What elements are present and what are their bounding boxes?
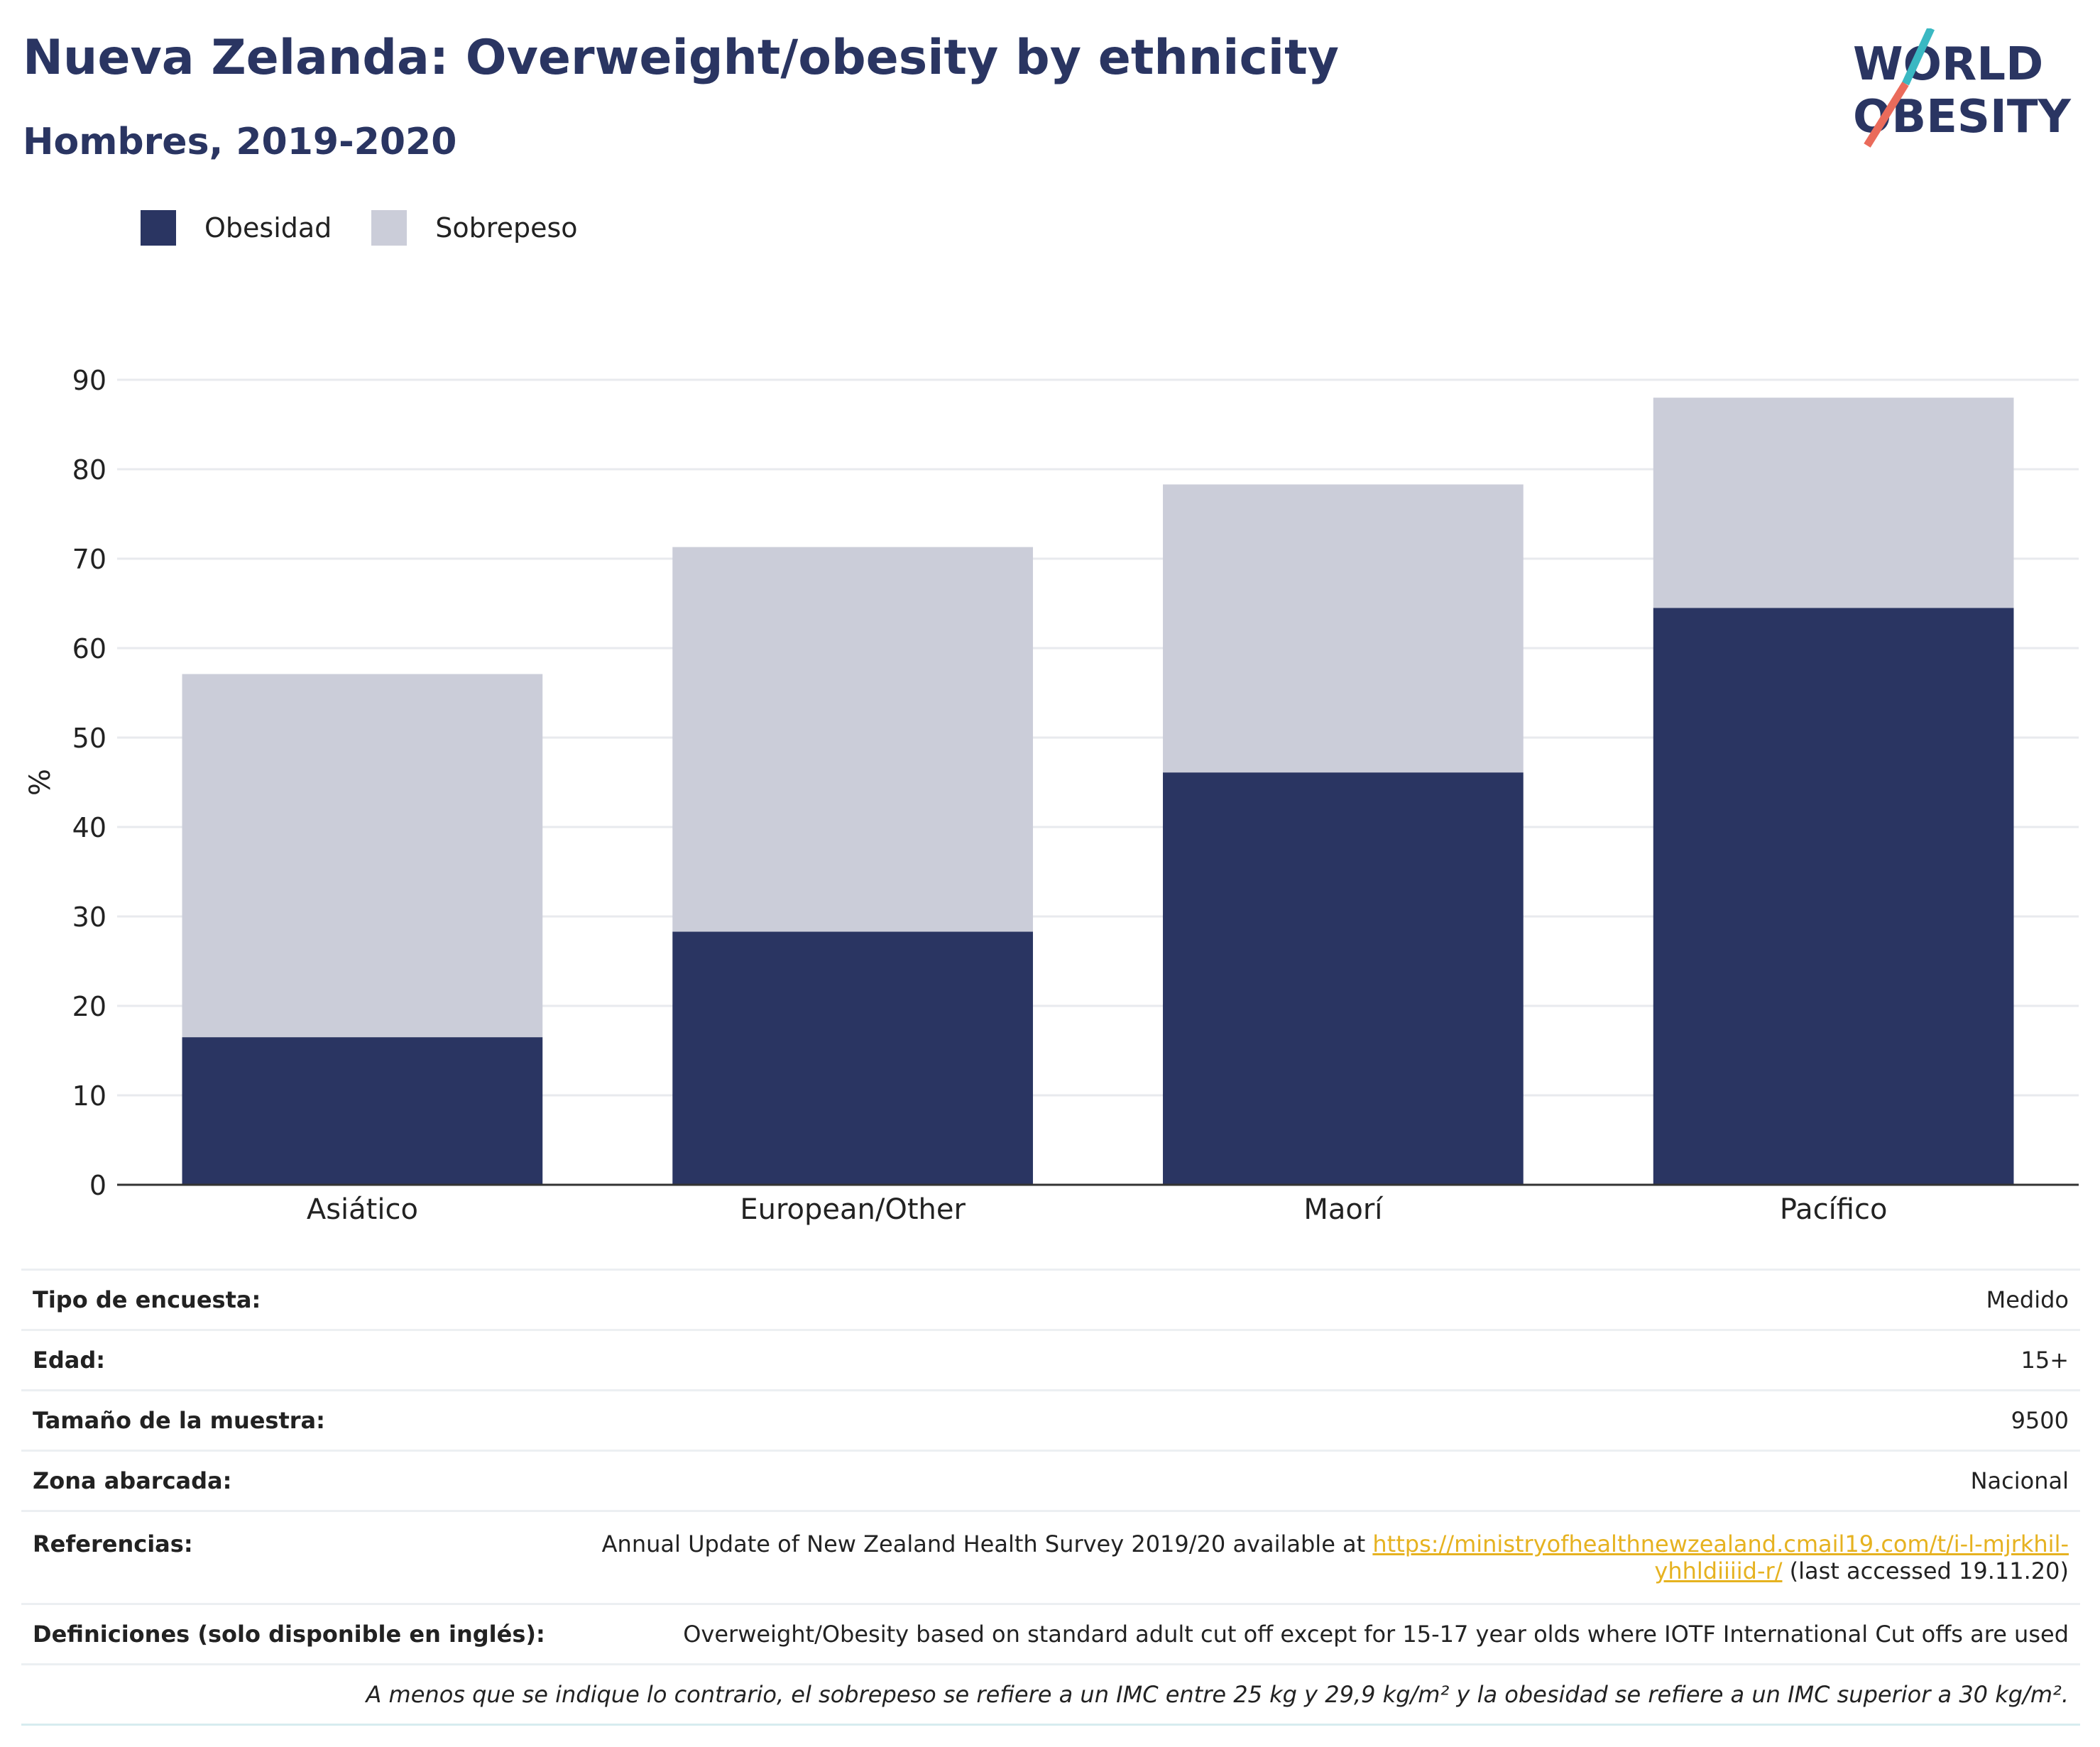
info-row-area: Zona abarcada: Nacional xyxy=(21,1450,2080,1510)
references-text: Annual Update of New Zealand Health Surv… xyxy=(601,1530,1373,1557)
info-value: 15+ xyxy=(2020,1347,2069,1374)
logo-text-world: WORLD xyxy=(1853,38,2043,91)
legend-label-obesidad: Obesidad xyxy=(204,212,332,243)
y-tick-label: 50 xyxy=(72,723,106,754)
bar-obesidad-1 xyxy=(182,1037,543,1185)
x-tick-label: Asiático xyxy=(307,1193,418,1226)
references-accessed: (last accessed 19.11.20) xyxy=(1782,1557,2069,1584)
info-key: Referencias: xyxy=(33,1530,193,1557)
y-tick-label: 20 xyxy=(72,991,106,1022)
info-key: Tipo de encuesta: xyxy=(33,1286,261,1313)
info-key: Definiciones (solo disponible en inglés)… xyxy=(33,1621,545,1648)
info-row-age: Edad: 15+ xyxy=(21,1329,2080,1389)
bar-obesidad-4 xyxy=(1653,608,2014,1185)
x-tick-label: Maorí xyxy=(1303,1193,1384,1226)
references-link-cont[interactable]: yhhldiiiid-r/ xyxy=(1654,1557,1783,1584)
info-value: Overweight/Obesity based on standard adu… xyxy=(683,1621,2069,1648)
info-value: Medido xyxy=(1986,1286,2069,1313)
bmi-note: A menos que se indique lo contrario, el … xyxy=(21,1663,2080,1726)
y-tick-label: 30 xyxy=(72,902,106,933)
y-tick-label: 90 xyxy=(72,365,106,396)
x-tick-label: Pacífico xyxy=(1780,1193,1888,1226)
legend-item-sobrepeso: Sobrepeso xyxy=(371,210,578,246)
info-value: Nacional xyxy=(1970,1467,2069,1494)
info-key: Zona abarcada: xyxy=(33,1467,232,1494)
chart-legend: Obesidad Sobrepeso xyxy=(141,210,618,246)
info-key: Edad: xyxy=(33,1347,106,1374)
chart-title: Nueva Zelanda: Overweight/obesity by eth… xyxy=(23,30,1339,86)
info-table: Tipo de encuesta: Medido Edad: 15+ Tamañ… xyxy=(21,1269,2080,1726)
logo-slash-teal xyxy=(1902,28,1935,86)
bar-sobrepeso-4 xyxy=(1653,398,2014,608)
x-tick-label: European/Other xyxy=(740,1193,966,1226)
y-tick-label: 10 xyxy=(72,1080,106,1112)
bar-obesidad-2 xyxy=(672,931,1033,1185)
chart-subtitle: Hombres, 2019-2020 xyxy=(23,121,457,163)
info-key: Tamaño de la muestra: xyxy=(33,1407,325,1434)
bar-obesidad-3 xyxy=(1163,772,1524,1185)
world-obesity-logo: WORLD OBESITY xyxy=(1853,28,2071,148)
logo-slash-coral xyxy=(1864,82,1909,148)
legend-item-obesidad: Obesidad xyxy=(141,210,332,246)
info-row-references: Referencias: Annual Update of New Zealan… xyxy=(21,1510,2080,1603)
legend-swatch-obesidad xyxy=(141,210,176,246)
y-tick-label: 70 xyxy=(72,544,106,575)
legend-label-sobrepeso: Sobrepeso xyxy=(435,212,578,243)
y-tick-label: 0 xyxy=(89,1170,106,1201)
y-tick-label: 40 xyxy=(72,812,106,843)
bar-sobrepeso-3 xyxy=(1163,484,1524,773)
bar-sobrepeso-1 xyxy=(182,674,543,1038)
legend-swatch-sobrepeso xyxy=(371,210,408,246)
references-value: Annual Update of New Zealand Health Surv… xyxy=(602,1530,2069,1584)
info-row-survey-type: Tipo de encuesta: Medido xyxy=(21,1269,2080,1329)
stacked-bar-chart: 0 10 20 30 40 50 60 70 80 90% Asiático European/Oth… xyxy=(24,365,2079,1226)
y-tick-label: 60 xyxy=(72,633,106,664)
info-row-definitions: Definiciones (solo disponible en inglés)… xyxy=(21,1603,2080,1663)
y-axis-label: % xyxy=(24,769,57,796)
y-tick-label: 80 xyxy=(72,454,106,486)
bar-sobrepeso-2 xyxy=(672,547,1033,932)
references-link[interactable]: https://ministryofhealthnewzealand.cmail… xyxy=(1372,1530,2069,1557)
info-value: 9500 xyxy=(2011,1407,2069,1434)
info-row-sample-size: Tamaño de la muestra: 9500 xyxy=(21,1389,2080,1450)
